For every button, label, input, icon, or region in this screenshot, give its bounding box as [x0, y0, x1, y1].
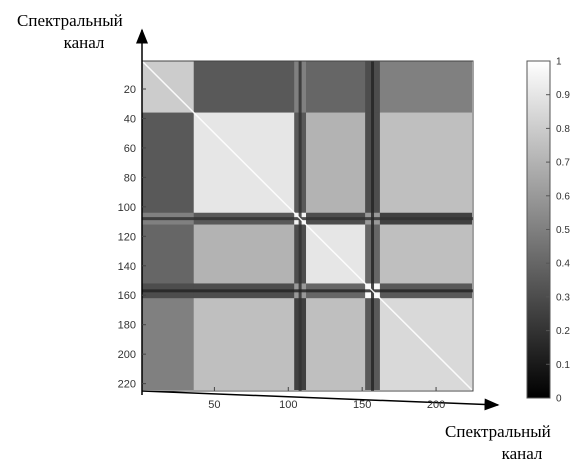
heatmap-block-F-B: [193, 298, 295, 391]
heatmap-diagonal: [141, 60, 474, 392]
colorbar-tick-label: 0.2: [556, 326, 570, 337]
y-tick-label: 80: [124, 172, 136, 184]
y-tick-label: 120: [118, 231, 136, 243]
heatmap-block-B-F: [379, 112, 473, 214]
y-axis-label: Спектральный канал: [17, 11, 127, 52]
heatmap-block-F-D: [306, 298, 366, 391]
colorbar-tick-label: 0.4: [556, 259, 570, 270]
x-axis-label: Спектральный канал: [445, 422, 555, 462]
heatmap-block-F-A: [142, 298, 195, 391]
heatmap-block-A-B: [193, 61, 295, 114]
colorbar-tick-label: 0: [556, 394, 562, 405]
heatmap-block-B-A: [142, 112, 195, 214]
colorbar-tick-label: 0.8: [556, 124, 570, 135]
colorbar-tick-label: 0.9: [556, 90, 570, 101]
colorbar-tick-label: 0.1: [556, 360, 570, 371]
y-tick-label: 100: [118, 202, 136, 214]
colorbar-tick-label: 1: [556, 57, 562, 68]
y-tick-label: 180: [118, 320, 136, 332]
heatmap-block-D-F: [379, 224, 473, 284]
x-tick-label: 150: [353, 399, 371, 411]
y-tick-label: 40: [124, 113, 136, 125]
dark-band-horizontal-1: [142, 289, 473, 293]
heatmap-block-A-D: [306, 61, 366, 114]
x-tick-labels: 50 100 150 200: [208, 387, 445, 411]
x-tick-label: 200: [427, 399, 445, 411]
heatmap-block-D-A: [142, 224, 195, 284]
x-tick-label: 100: [279, 399, 297, 411]
y-axis-label-line2: канал: [64, 33, 105, 52]
x-axis-arrow: [141, 390, 500, 411]
y-tick-label: 160: [118, 290, 136, 302]
heatmap-block-B-D: [306, 112, 366, 214]
colorbar-tick-labels: 0 0.1 0.2 0.3 0.4 0.5 0.6 0.7 0.8 0.9 1: [546, 57, 570, 405]
colorbar-tick-label: 0.6: [556, 191, 570, 202]
heatmap-block-A-F: [379, 61, 473, 114]
dark-band-vertical-1: [371, 61, 375, 391]
y-tick-label: 20: [124, 84, 136, 96]
heatmap-cells: [141, 60, 474, 392]
colorbar-tick-label: 0.5: [556, 225, 570, 236]
heatmap-block-D-B: [193, 224, 295, 284]
y-tick-label: 200: [118, 349, 136, 361]
y-tick-labels: 20 40 60 80 100 120 140 160 180 200 220: [118, 84, 146, 391]
y-tick-label: 60: [124, 143, 136, 155]
y-tick-label: 140: [118, 261, 136, 273]
dark-band-vertical-0: [298, 61, 302, 391]
y-tick-label: 220: [118, 379, 136, 391]
dark-band-horizontal-0: [142, 217, 473, 221]
x-axis-label-line2: канал: [502, 444, 543, 462]
x-tick-label: 50: [208, 399, 220, 411]
colorbar-tick-label: 0.3: [556, 292, 570, 303]
colorbar-tick-label: 0.7: [556, 158, 570, 169]
x-axis-label-line1: Спектральный: [445, 422, 551, 441]
y-axis-label-line1: Спектральный: [17, 11, 123, 30]
